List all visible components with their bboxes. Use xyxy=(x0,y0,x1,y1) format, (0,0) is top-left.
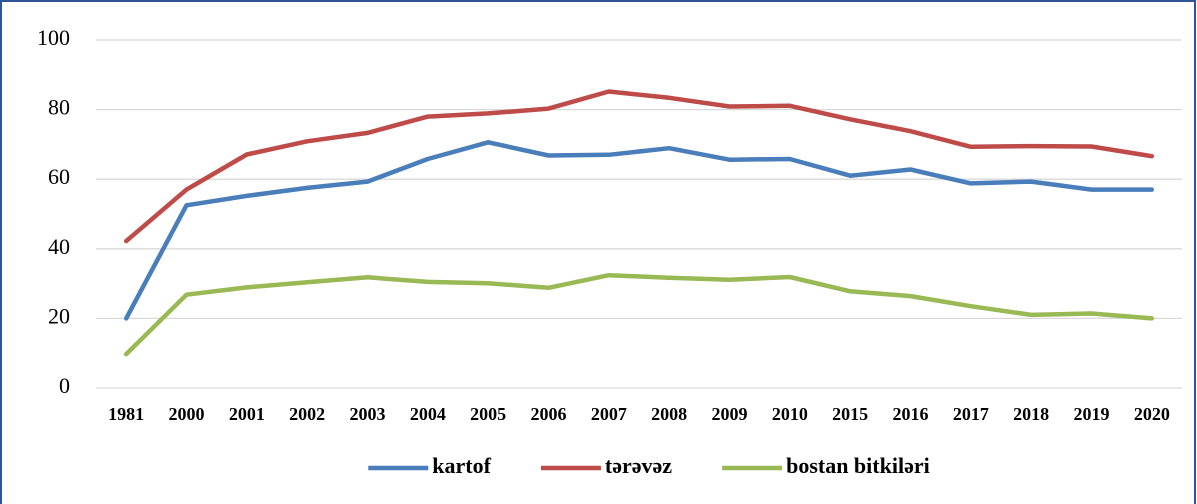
y-tick-label: 40 xyxy=(48,234,70,259)
x-tick-label: 2001 xyxy=(229,404,265,424)
y-tick-label: 100 xyxy=(37,25,70,50)
x-tick-label: 1981 xyxy=(108,404,144,424)
x-tick-label: 2016 xyxy=(893,404,929,424)
x-tick-label: 2015 xyxy=(832,404,868,424)
x-tick-label: 2010 xyxy=(772,404,808,424)
x-tick-label: 2003 xyxy=(350,404,386,424)
data-line xyxy=(123,140,1155,321)
x-tick-label: 2008 xyxy=(651,404,687,424)
legend-label: tərəvəz xyxy=(605,453,672,478)
x-tick-label: 2005 xyxy=(470,404,506,424)
legend-label: kartof xyxy=(432,453,491,478)
x-tick-label: 2000 xyxy=(169,404,205,424)
x-tick-label: 2020 xyxy=(1134,404,1170,424)
grid xyxy=(96,39,1182,389)
x-tick-label: 2004 xyxy=(410,404,446,424)
x-tick-label: 2002 xyxy=(289,404,325,424)
x-tick-label: 2006 xyxy=(531,404,567,424)
x-tick-label: 2017 xyxy=(953,404,989,424)
legend: kartof tərəvəz bostan bitkiləri xyxy=(368,453,930,478)
y-tick-label: 60 xyxy=(48,164,70,189)
x-tick-label: 2018 xyxy=(1013,404,1049,424)
y-tick-label: 0 xyxy=(59,373,70,398)
plot xyxy=(123,89,1155,357)
x-tick-label: 2007 xyxy=(591,404,627,424)
x-tick-label: 2009 xyxy=(712,404,748,424)
x-tick-label: 2019 xyxy=(1074,404,1110,424)
data-line xyxy=(123,272,1155,357)
data-line xyxy=(123,89,1155,244)
y-tick-label: 80 xyxy=(48,95,70,120)
legend-label: bostan bitkiləri xyxy=(786,453,930,478)
y-tick-label: 20 xyxy=(48,303,70,328)
axis-labels: 0 20 40 60 80 100 1981 2000 2001 2002 2003 2004 2005… xyxy=(37,25,1170,424)
